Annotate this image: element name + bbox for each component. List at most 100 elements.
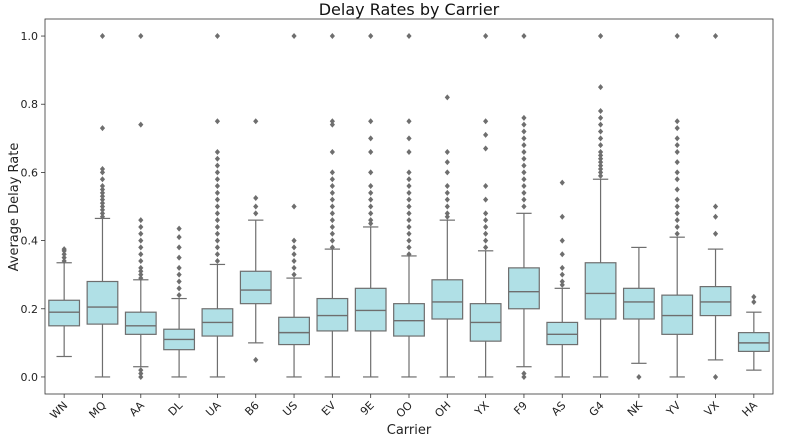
outlier-point	[138, 373, 144, 380]
outlier-point	[138, 264, 144, 271]
outlier-point	[138, 223, 144, 230]
outlier-point	[444, 94, 450, 101]
outlier-point	[444, 183, 450, 190]
chart-title: Delay Rates by Carrier	[319, 0, 500, 19]
x-tick-label: DL	[166, 398, 186, 418]
outlier-point	[712, 230, 719, 237]
outlier-point	[329, 33, 335, 40]
outlier-point	[368, 135, 374, 142]
box-NK	[622, 246, 655, 380]
outlier-point	[138, 367, 144, 374]
outlier-point	[368, 210, 374, 217]
y-axis-label: Average Delay Rate	[7, 143, 22, 272]
outlier-point	[214, 148, 221, 155]
iqr-box	[393, 303, 425, 337]
outlier-point	[99, 169, 106, 176]
x-tick-label: B6	[242, 399, 261, 418]
outlier-point	[214, 244, 221, 251]
outlier-point	[406, 33, 412, 40]
outlier-point	[597, 121, 604, 128]
outlier-point	[253, 118, 259, 125]
outlier-point	[99, 213, 106, 220]
outlier-point	[329, 121, 335, 128]
outlier-point	[214, 162, 221, 169]
box-AA	[124, 33, 157, 380]
outlier-point	[329, 189, 335, 196]
outlier-point	[597, 162, 604, 169]
outlier-point	[521, 135, 527, 142]
outlier-point	[483, 223, 489, 230]
outlier-point	[329, 183, 335, 190]
outlier-point	[406, 237, 412, 244]
outlier-point	[521, 183, 527, 190]
outlier-point	[406, 223, 412, 230]
y-tick-label: 0.6	[21, 166, 39, 179]
outlier-point	[674, 223, 680, 230]
outlier-point	[521, 370, 527, 377]
outlier-point	[329, 237, 335, 244]
outlier-point	[138, 33, 144, 40]
outlier-point	[597, 33, 604, 40]
outlier-point	[61, 251, 67, 258]
x-tick-label: AS	[549, 399, 568, 418]
outlier-point	[253, 210, 259, 217]
outlier-point	[636, 373, 642, 380]
outlier-point	[559, 179, 565, 186]
outlier-point	[597, 108, 604, 115]
outlier-point	[138, 370, 144, 377]
outlier-point	[521, 33, 527, 40]
outlier-point	[214, 237, 221, 244]
outlier-point	[674, 203, 680, 210]
iqr-box	[622, 287, 655, 320]
iqr-box	[316, 297, 349, 332]
outlier-point	[521, 169, 527, 176]
outlier-point	[253, 356, 259, 363]
box-DL	[163, 225, 196, 378]
outlier-point	[329, 118, 335, 125]
iqr-box	[699, 286, 732, 317]
outlier-point	[99, 125, 106, 132]
outlier-point	[406, 230, 412, 237]
outlier-point	[61, 254, 67, 261]
outlier-point	[138, 268, 144, 275]
outlier-point	[329, 244, 335, 251]
outlier-point	[521, 114, 527, 121]
outlier-point	[597, 142, 604, 149]
x-tick-label: US	[280, 399, 300, 419]
x-tick-label: VX	[702, 399, 722, 419]
outlier-point	[674, 148, 680, 155]
outlier-point	[99, 203, 106, 210]
outlier-point	[597, 169, 604, 176]
outlier-point	[406, 176, 412, 183]
outlier-point	[597, 172, 604, 179]
outlier-point	[176, 225, 182, 232]
outlier-point	[291, 203, 297, 210]
box-9E	[354, 33, 387, 378]
outlier-point	[291, 237, 297, 244]
outlier-point	[138, 121, 144, 128]
outlier-point	[597, 152, 604, 159]
outlier-point	[559, 213, 565, 220]
outlier-point	[521, 121, 527, 128]
outlier-point	[597, 84, 604, 91]
outlier-point	[368, 189, 374, 196]
outlier-point	[138, 275, 144, 282]
outlier-point	[291, 258, 297, 265]
outlier-point	[597, 159, 604, 166]
outlier-point	[329, 230, 335, 237]
y-tick-label: 0.0	[21, 371, 39, 384]
outlier-point	[176, 292, 182, 299]
outlier-point	[291, 271, 297, 278]
outlier-point	[674, 159, 680, 166]
box-F9	[508, 33, 540, 380]
outlier-point	[521, 196, 527, 203]
outlier-point	[712, 203, 719, 210]
outlier-point	[444, 196, 450, 203]
outlier-point	[329, 148, 335, 155]
outlier-point	[674, 125, 680, 132]
outlier-point	[751, 293, 757, 300]
outlier-point	[368, 203, 374, 210]
iqr-box	[124, 311, 157, 335]
x-tick-label: F9	[511, 399, 530, 418]
outlier-point	[329, 176, 335, 183]
